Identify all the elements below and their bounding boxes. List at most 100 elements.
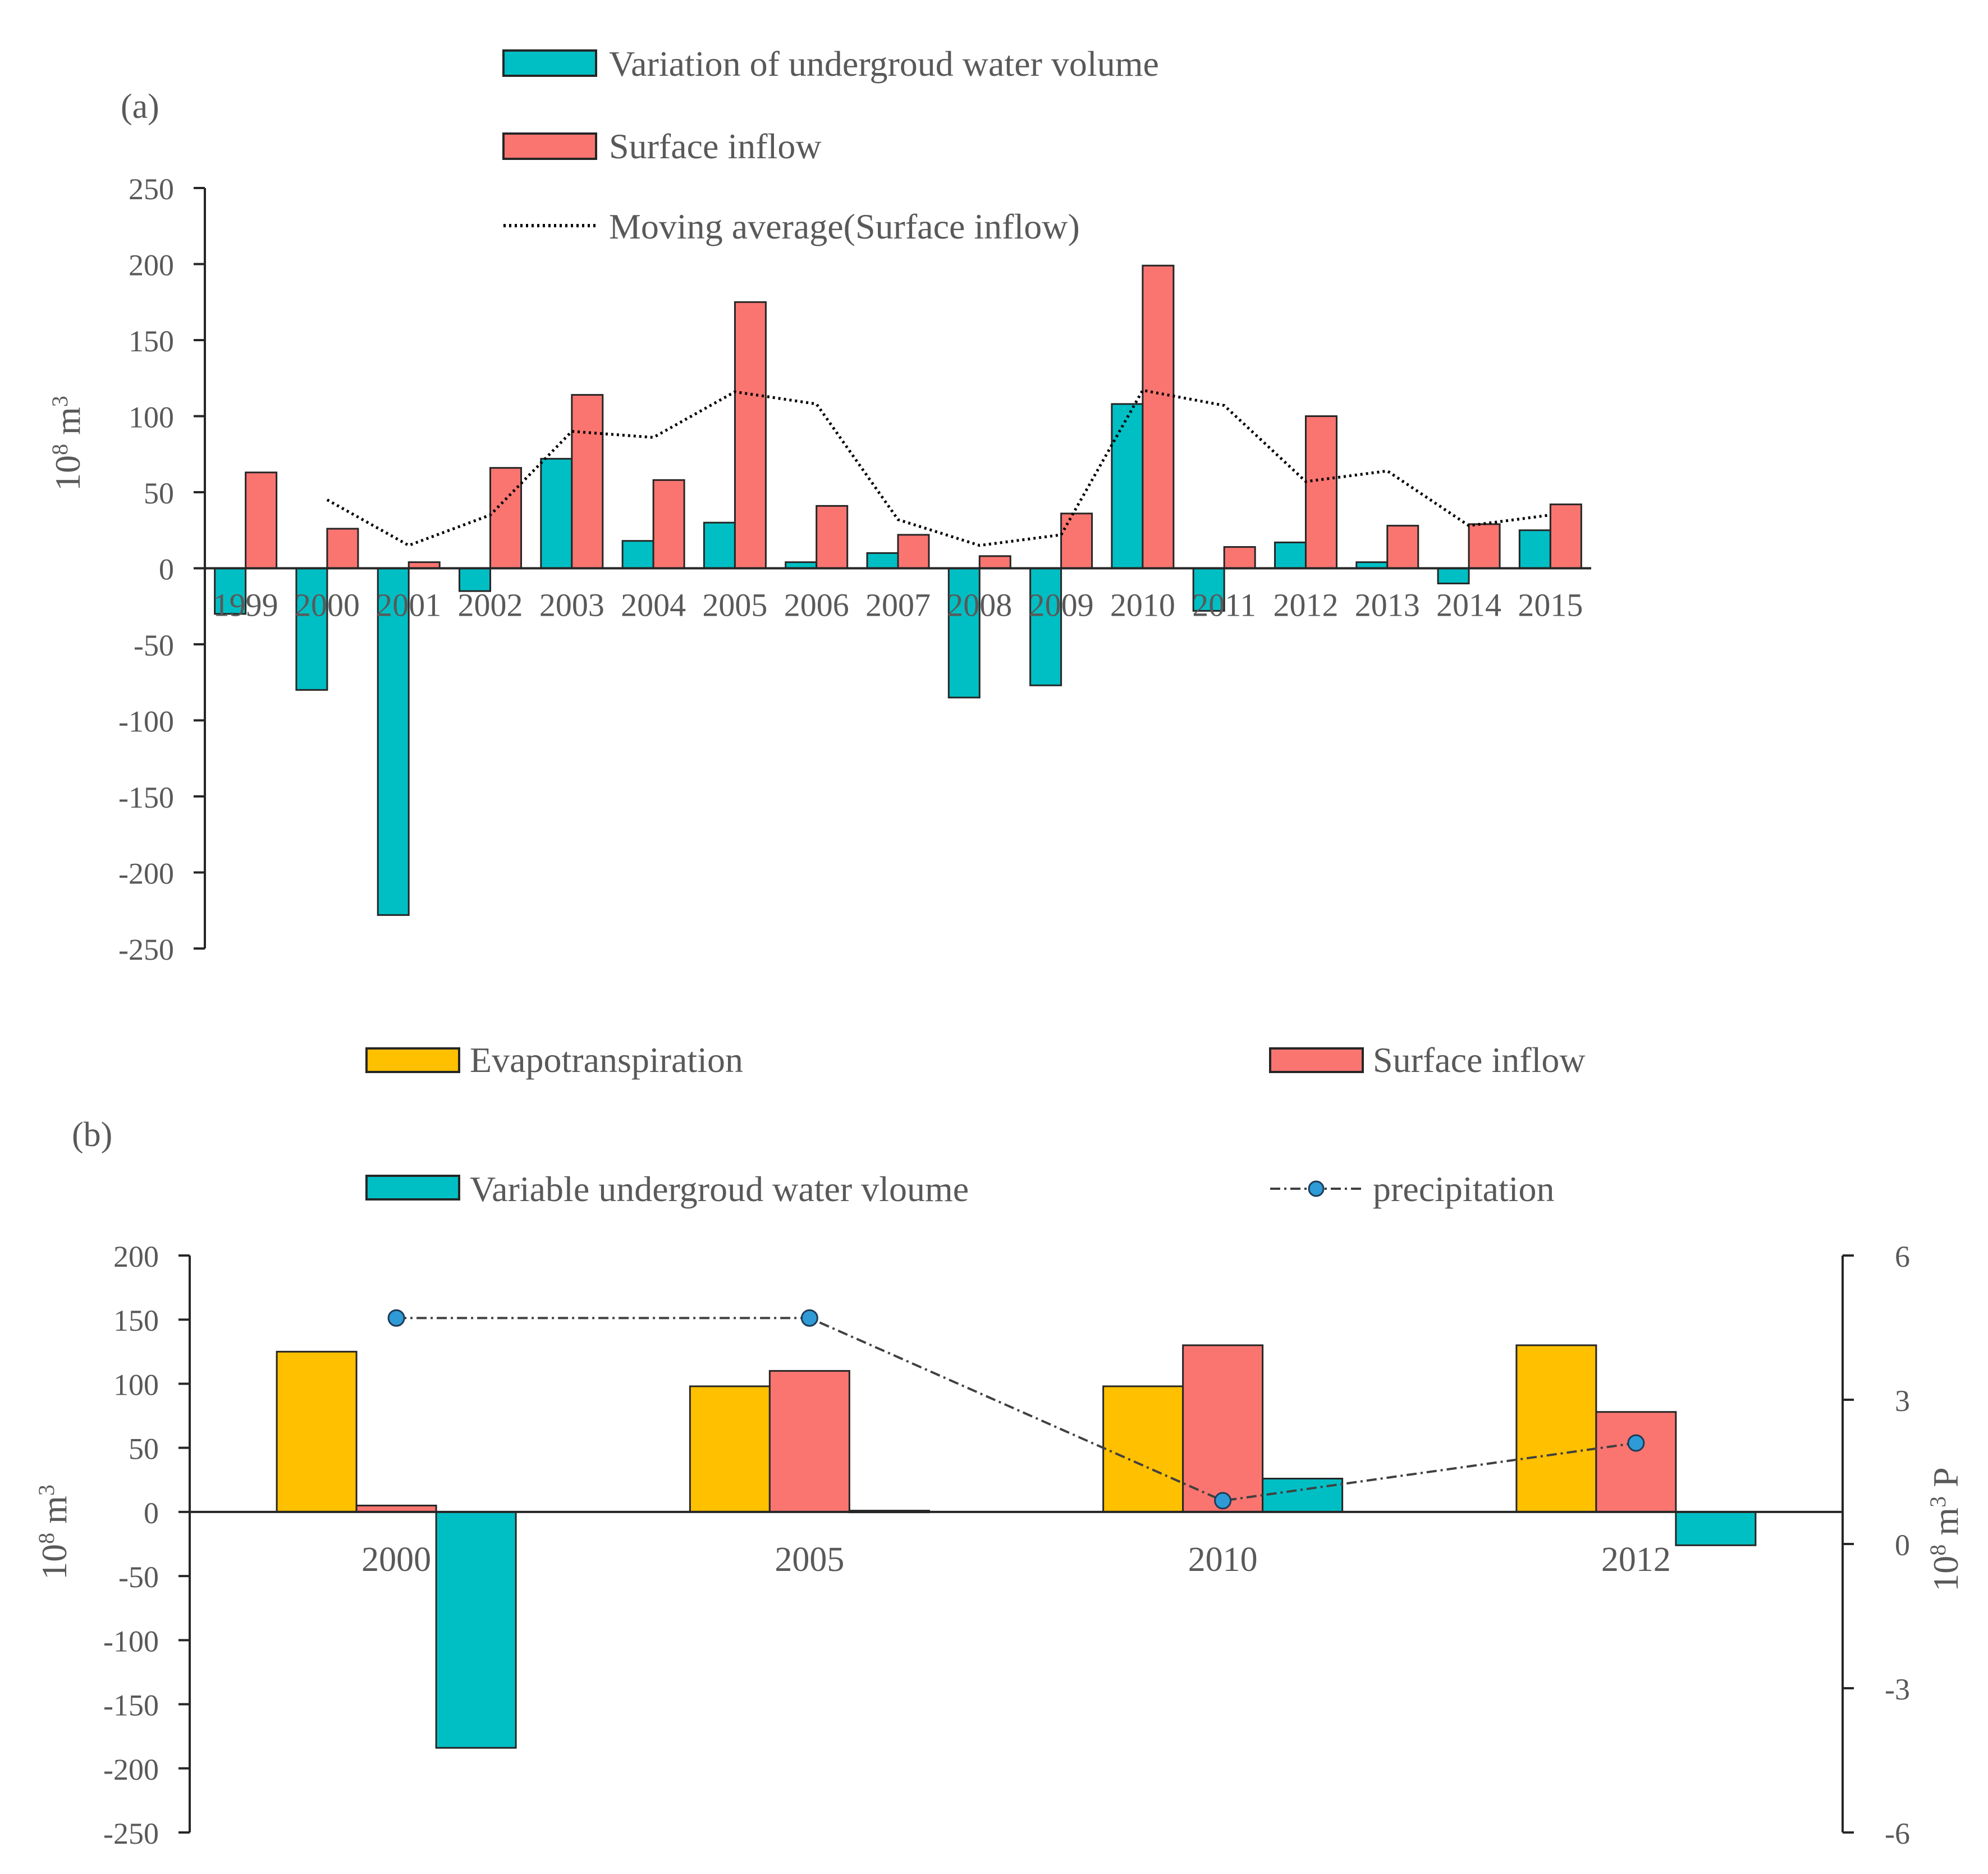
legend-a: Variation of undergroud water volume Sur… (502, 44, 1159, 246)
y-tick-label-b: 200 (113, 1240, 159, 1273)
x-tick-label-a: 2003 (539, 587, 604, 624)
bar-a-groundwater (621, 540, 654, 569)
y-tick-label-b: -100 (103, 1624, 159, 1658)
y-tick-label-b: -150 (103, 1689, 159, 1722)
bar-b-evapotranspiration (689, 1385, 771, 1513)
y-axis-title-a: 108 m3 (47, 396, 88, 491)
bar-b-groundwater (1262, 1477, 1344, 1513)
legend-b-label-surface-inflow: Surface inflow (1373, 1040, 1586, 1080)
precipitation-line-b (387, 1309, 1645, 1510)
bar-b-evapotranspiration (1102, 1385, 1184, 1513)
legend-a-swatch-surface-inflow (502, 132, 597, 160)
y-tick-label-a: 0 (159, 553, 174, 587)
panel-b: (b) Evapotranspiration Surface inflow Va… (34, 1040, 1966, 1850)
y-tick-label-b: 50 (129, 1432, 159, 1466)
panel-a: (a) Variation of undergroud water volume… (47, 44, 1591, 966)
x-tick-label-a: 2006 (784, 587, 849, 624)
panel-b-label: (b) (72, 1116, 112, 1154)
y-tick-label-a: 150 (129, 324, 174, 358)
y2-axis-title-b: 108 m3 P (1925, 1467, 1966, 1591)
y2-tick-label-b: 3 (1895, 1384, 1910, 1418)
y-tick-label-a: -100 (118, 705, 174, 739)
y2-tick-label-b: 0 (1895, 1528, 1910, 1562)
bar-a-surface-inflow (1223, 546, 1256, 569)
bar-b-surface-inflow (1595, 1411, 1677, 1513)
legend-b-swatch-precipitation-marker (1308, 1180, 1325, 1197)
legend-b-label-evapotranspiration: Evapotranspiration (470, 1040, 743, 1080)
x-tick-label-b: 2012 (1601, 1541, 1671, 1579)
bar-a-groundwater (1518, 529, 1551, 569)
bar-a-surface-inflow (978, 555, 1011, 570)
bar-b-surface-inflow (768, 1370, 850, 1513)
legend-b-label-groundwater: Variable undergroud water vloume (470, 1169, 969, 1209)
y-tick-label-a: -150 (118, 781, 174, 814)
x-tick-label-b: 2000 (361, 1541, 431, 1579)
bar-a-surface-inflow (245, 471, 278, 570)
y-tick-label-a: -200 (118, 857, 174, 891)
bar-a-groundwater (459, 567, 492, 592)
bar-a-groundwater (703, 521, 736, 570)
y-tick-label-a: -250 (118, 933, 174, 966)
bars-a (214, 264, 1582, 916)
bar-a-surface-inflow (1060, 512, 1093, 569)
bar-a-surface-inflow (897, 534, 930, 570)
x-tick-label-b: 2005 (775, 1541, 844, 1579)
bar-a-surface-inflow (489, 467, 523, 570)
bar-a-surface-inflow (652, 479, 685, 569)
bar-a-surface-inflow (326, 528, 359, 569)
legend-a-swatch-groundwater (502, 49, 597, 77)
x-axis-labels-b: 2000 2005 2010 2012 (361, 1541, 1671, 1579)
bar-a-surface-inflow (816, 505, 849, 570)
bar-a-groundwater (1437, 567, 1470, 585)
legend-a-label-groundwater: Variation of undergroud water volume (609, 44, 1159, 84)
precipitation-marker (387, 1309, 405, 1327)
x-tick-label-a: 2010 (1110, 587, 1175, 624)
precipitation-marker (1627, 1434, 1645, 1452)
x-tick-label-a: 2012 (1273, 587, 1338, 624)
x-tick-label-a: 2005 (702, 587, 767, 624)
bar-b-surface-inflow (1182, 1344, 1264, 1513)
y-tick-label-a: 200 (129, 249, 174, 282)
bar-a-surface-inflow (1304, 415, 1337, 569)
y-tick-label-a: 50 (144, 476, 174, 510)
x-tick-label-a: 2013 (1355, 587, 1420, 624)
y-tick-label-a: 250 (129, 172, 174, 206)
y-tick-label-b: 0 (144, 1496, 159, 1530)
y-tick-label-b: -200 (103, 1753, 159, 1786)
x-axis-labels-a: 1999 2000 2001 2002 2003 2004 2005 2006 2007 2008… (213, 587, 1583, 624)
bar-a-surface-inflow (1549, 503, 1582, 569)
legend-a-label-surface-inflow: Surface inflow (609, 126, 822, 166)
bar-a-surface-inflow (1386, 525, 1419, 569)
y-tick-label-b: 100 (113, 1368, 159, 1401)
bar-b-evapotranspiration (276, 1350, 358, 1513)
y2-tick-label-b: 6 (1895, 1240, 1910, 1273)
precipitation-marker (1214, 1492, 1232, 1510)
y-axis-ticks-a: 250 200 150 100 50 0 -50 -100 -150 -200 -250 (118, 172, 205, 966)
x-tick-label-a: 1999 (213, 587, 278, 624)
bar-a-groundwater (1111, 403, 1144, 569)
x-tick-label-a: 2000 (295, 587, 360, 624)
bar-a-surface-inflow (571, 394, 604, 569)
bar-a-groundwater (377, 567, 410, 916)
x-tick-label-a: 2014 (1436, 587, 1501, 624)
legend-b-swatch-surface-inflow (1269, 1047, 1364, 1073)
x-tick-label-a: 2002 (458, 587, 523, 624)
bar-a-surface-inflow (1142, 264, 1175, 569)
y2-axis-ticks-b: 6 3 0 -3 -6 (1843, 1240, 1910, 1850)
x-tick-label-a: 2001 (376, 587, 441, 624)
x-tick-label-b: 2010 (1188, 1541, 1258, 1579)
y2-tick-label-b: -3 (1885, 1673, 1910, 1706)
bar-b-groundwater (435, 1511, 517, 1749)
x-tick-label-a: 2009 (1029, 587, 1094, 624)
bar-a-groundwater (295, 567, 328, 691)
precipitation-marker (800, 1309, 818, 1327)
bar-a-surface-inflow (734, 301, 767, 569)
bars-b (276, 1344, 1757, 1749)
bar-a-groundwater (1274, 541, 1307, 569)
bar-a-groundwater (540, 457, 573, 569)
bar-b-groundwater (1675, 1511, 1757, 1546)
x-tick-label-a: 2008 (947, 587, 1012, 624)
y-tick-label-a: 100 (129, 401, 174, 434)
